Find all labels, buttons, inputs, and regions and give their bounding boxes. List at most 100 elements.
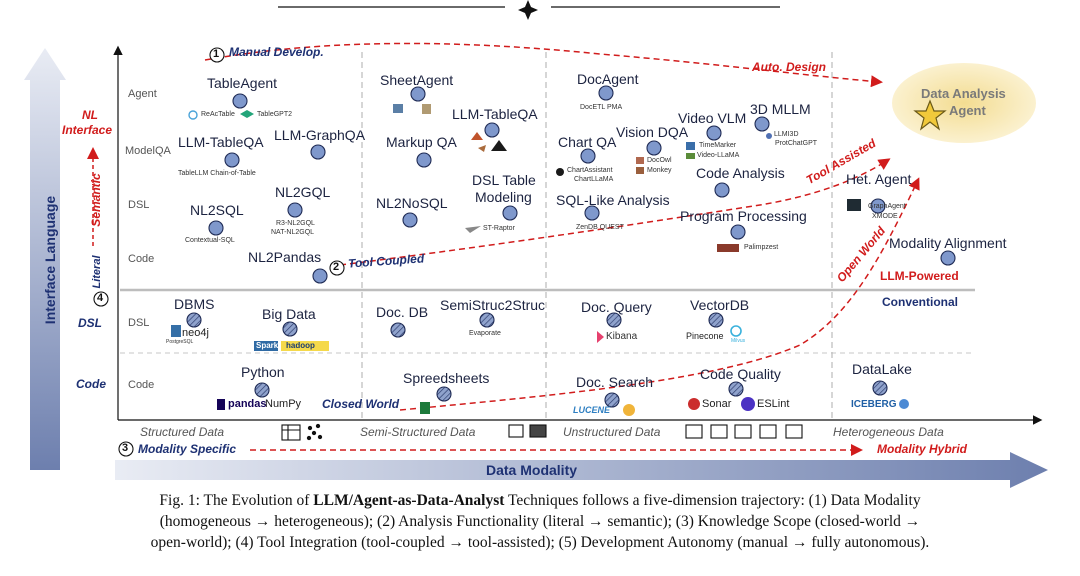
label-xmode: XMODE — [872, 213, 898, 220]
label-semistruc2struc: SemiStruc2Struc — [440, 297, 546, 313]
nl2sql-node — [208, 220, 224, 236]
caption-line-2: (homogeneous → heterogeneous); (2) Analy… — [159, 513, 921, 530]
llm-tableqa-node — [224, 152, 240, 168]
label-contextual-sql: Contextual-SQL — [185, 237, 235, 244]
label-datalake: DataLake — [852, 361, 912, 377]
label-videollama: Video-LLaMA — [697, 152, 740, 159]
label-code-analysis: Code Analysis — [696, 165, 785, 181]
docagent-node — [598, 85, 614, 101]
y-axis-band — [24, 48, 66, 470]
label-sonar: Sonar — [702, 398, 732, 410]
label-pandas: pandas — [228, 398, 267, 410]
label-docquery: Doc. Query — [581, 299, 652, 315]
conventional-label: Conventional — [882, 295, 959, 309]
sheetagent-node — [410, 86, 426, 102]
manual-to-auto-arrow — [204, 42, 883, 88]
num-3: 3 — [122, 442, 129, 454]
chartqa-node — [580, 148, 596, 164]
label-postgres: PostgreSQL — [166, 339, 194, 345]
llm-graphqa-node — [310, 144, 326, 160]
y-axis-label: Interface Language — [42, 196, 58, 325]
dsltable-node — [502, 205, 518, 221]
col-unstructured: Unstructured Data — [563, 425, 661, 439]
label-bigdata: Big Data — [262, 306, 316, 322]
label-dsl-table-2: Modeling — [475, 189, 532, 205]
dbms-node — [186, 312, 202, 328]
label-llm-tableqa-2: LLM-TableQA — [452, 106, 538, 122]
x-axis-band — [115, 452, 1048, 488]
tool-coupled-arrow — [339, 158, 891, 266]
label-milvus: Milvus — [731, 338, 746, 344]
literal-label: Literal — [91, 255, 103, 289]
label-r3-nl2gql: R3-NL2GQL — [276, 220, 315, 227]
row-modelqa: ModelQA — [125, 145, 171, 157]
row-agent: Agent — [128, 88, 157, 100]
dsl-left-label: DSL — [78, 316, 102, 330]
visiondqa-node — [646, 140, 662, 156]
label-zendb: ZenDB QUEST — [576, 224, 624, 231]
label-spreadsheets: Spreedsheets — [403, 370, 490, 386]
modality-alignment-node — [940, 250, 956, 266]
manual-develop-label: Manual Develop. — [229, 45, 324, 59]
label-nl2nosql: NL2NoSQL — [376, 195, 448, 211]
label-numpy: NumPy — [265, 398, 302, 410]
label-reactable: ReAcTable — [201, 111, 235, 118]
interface-label: Interface — [62, 123, 113, 137]
tableagent-node — [232, 93, 248, 109]
label-chartqa: Chart QA — [558, 134, 617, 150]
label-data-analysis-1: Data Analysis — [921, 86, 1006, 101]
vectordb-node — [708, 312, 724, 328]
python-node — [254, 382, 270, 398]
label-het-agent: Het. Agent — [846, 171, 912, 187]
nl-label: NL — [82, 108, 98, 122]
label-data-analysis-2: Agent — [949, 103, 986, 118]
nl2pandas-node — [312, 268, 328, 284]
label-monkey: Monkey — [647, 167, 672, 174]
llm-tableqa2-node — [484, 122, 500, 138]
label-docsearch: Doc. Search — [576, 374, 654, 390]
label-docowl: DocOwl — [647, 157, 672, 164]
label-tableagent: TableAgent — [207, 75, 278, 91]
label-kibana: Kibana — [606, 331, 638, 342]
figure-caption: Fig. 1: The Evolution of LLM/Agent-as-Da… — [10, 490, 1070, 553]
label-llm3d: LLMI3D — [774, 131, 799, 138]
x-axis-label: Data Modality — [486, 462, 578, 478]
label-nl2pandas: NL2Pandas — [248, 249, 322, 265]
label-spark: Spark — [256, 341, 279, 350]
nl2nosql-node — [402, 212, 418, 228]
logo-shapes — [171, 104, 909, 416]
num-2: 2 — [333, 261, 340, 273]
label-timemarker: TimeMarker — [699, 142, 737, 149]
label-docdb: Doc. DB — [376, 304, 429, 320]
codequality-node — [728, 381, 744, 397]
caption-line-1: Fig. 1: The Evolution of LLM/Agent-as-Da… — [159, 492, 921, 509]
label-dsl-table-1: DSL Table — [472, 172, 536, 188]
videovlm-node — [706, 125, 722, 141]
llm-powered-label: LLM-Powered — [880, 269, 959, 283]
auto-design-label: Auto. Design — [752, 60, 826, 74]
label-graphagent: GraphAgent — [868, 203, 906, 210]
row-dsl: DSL — [128, 199, 150, 211]
closed-to-open-arrow — [399, 177, 920, 411]
semistruc-node — [479, 312, 495, 328]
label-evaporate: Evaporate — [469, 330, 501, 337]
label-mllm3d: 3D MLLM — [750, 101, 811, 117]
label-hadoop: hadoop — [286, 341, 315, 350]
bigdata-node — [282, 321, 298, 337]
num-4: 4 — [97, 292, 104, 304]
label-iceberg: ICEBERG — [851, 399, 897, 410]
label-markupqa: Markup QA — [386, 134, 457, 150]
closed-world-label: Closed World — [322, 397, 400, 411]
label-neo4j: neo4j — [182, 327, 209, 339]
label-python: Python — [241, 364, 285, 380]
label-tablegpt2: TableGPT2 — [257, 111, 293, 118]
col-heterogeneous: Heterogeneous Data — [833, 425, 944, 439]
label-eslint: ESLint — [757, 398, 790, 410]
label-llm-graphqa: LLM-GraphQA — [274, 127, 366, 143]
ornament-star-icon — [518, 0, 538, 20]
docsearch-node — [604, 392, 620, 408]
label-nat-nl2gql: NAT-NL2GQL — [271, 229, 315, 236]
agent-star-icon — [913, 99, 947, 131]
row-code-lower: Code — [128, 379, 155, 391]
code-left-label: Code — [76, 377, 106, 391]
